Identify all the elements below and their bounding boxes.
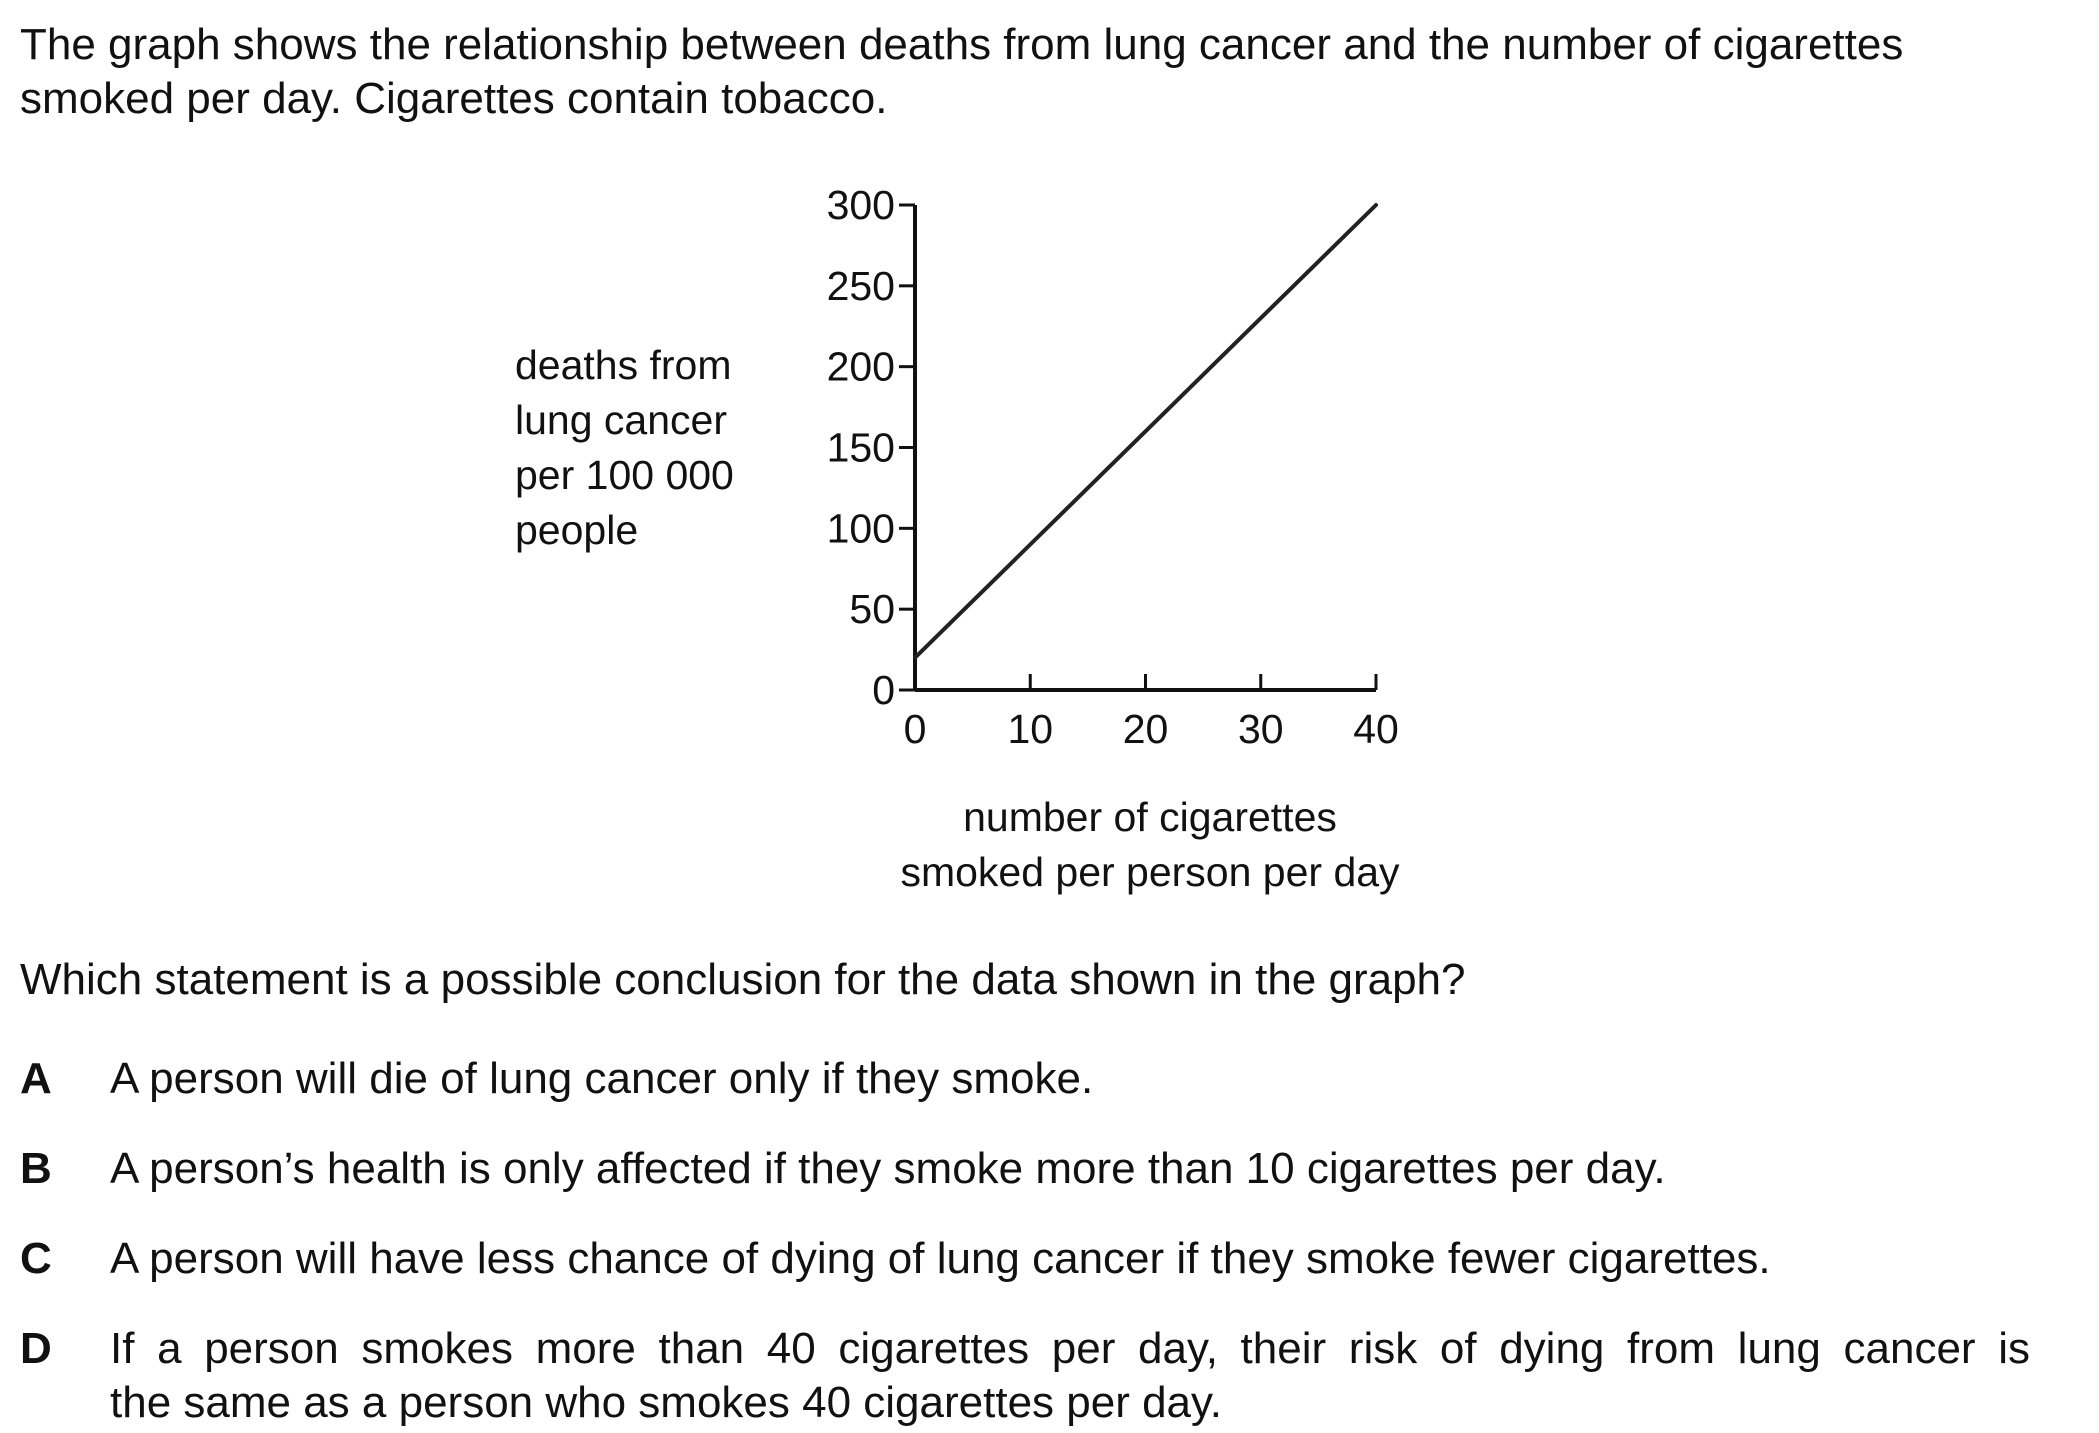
question-text: Which statement is a possible conclusion… bbox=[20, 955, 1466, 1004]
y-tick-label: 150 bbox=[827, 425, 895, 471]
option-line: A person will die of lung cancer only if… bbox=[110, 1054, 1094, 1103]
y-tick-label: 250 bbox=[827, 263, 895, 309]
x-axis-label-line: number of cigarettes bbox=[963, 794, 1337, 840]
option-text: If a person smokes more than 40 cigarett… bbox=[110, 1322, 2030, 1430]
option-letter: D bbox=[20, 1324, 52, 1373]
option-letter: C bbox=[20, 1234, 52, 1283]
y-axis-label: deaths from lung cancer per 100 000 peop… bbox=[515, 338, 734, 558]
intro-line-1: The graph shows the relationship between… bbox=[20, 20, 1904, 69]
y-tick-label: 200 bbox=[827, 344, 895, 390]
intro-line-2: smoked per day. Cigarettes contain tobac… bbox=[20, 74, 888, 123]
y-axis-label-line: per 100 000 bbox=[515, 452, 734, 498]
y-axis-label-line: lung cancer bbox=[515, 397, 727, 443]
x-tick-label: 10 bbox=[1007, 706, 1053, 752]
option-line: the same as a person who smokes 40 cigar… bbox=[110, 1378, 1222, 1427]
y-tick-label: 0 bbox=[872, 667, 895, 713]
option-line: A person will have less chance of dying … bbox=[110, 1234, 1771, 1283]
x-axis-label: number of cigarettes smoked per person p… bbox=[780, 790, 1520, 900]
option-text: A person will have less chance of dying … bbox=[110, 1232, 2030, 1286]
option-text: A person will die of lung cancer only if… bbox=[110, 1052, 2030, 1106]
option-letter: A bbox=[20, 1054, 52, 1103]
option-text: A person’s health is only affected if th… bbox=[110, 1142, 2030, 1196]
series-line bbox=[913, 203, 1378, 660]
x-tick-label: 0 bbox=[904, 706, 927, 752]
x-tick-label: 40 bbox=[1353, 706, 1399, 752]
option-line: A person’s health is only affected if th… bbox=[110, 1144, 1666, 1193]
x-tick-label: 30 bbox=[1238, 706, 1284, 752]
y-tick-label: 50 bbox=[849, 586, 895, 632]
y-tick-label: 300 bbox=[827, 182, 895, 228]
x-tick-label: 20 bbox=[1123, 706, 1169, 752]
y-axis-label-line: people bbox=[515, 507, 639, 553]
chart-series bbox=[913, 203, 1378, 660]
x-axis-label-line: smoked per person per day bbox=[900, 849, 1400, 895]
option-line: If a person smokes more than 40 cigarett… bbox=[110, 1324, 2030, 1373]
intro-text: The graph shows the relationship between… bbox=[20, 18, 2080, 126]
option-letter: B bbox=[20, 1144, 52, 1193]
chart-ticks: 0 50 100 150 200 250 300 0 10 20 30 40 bbox=[827, 182, 1399, 752]
chart-axes bbox=[913, 205, 1376, 692]
y-tick-label: 100 bbox=[827, 505, 895, 551]
y-axis-label-line: deaths from bbox=[515, 342, 732, 388]
